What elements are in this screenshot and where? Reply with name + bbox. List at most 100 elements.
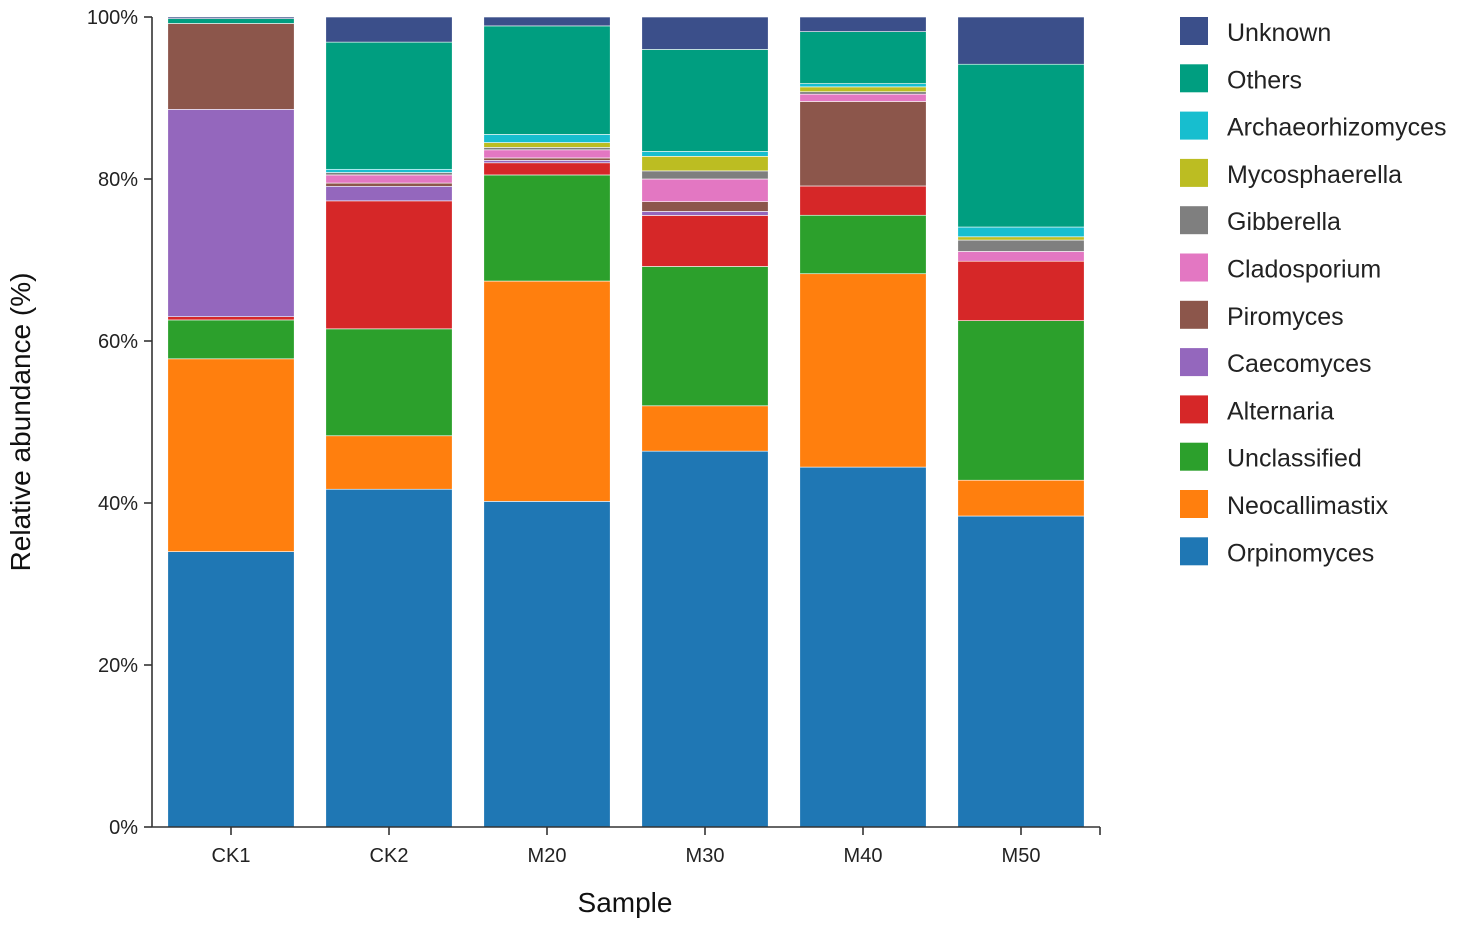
bar-segment-m50-others [957,63,1085,228]
bar-segment-ck2-others [325,41,453,170]
bar-segment-m20-cladosporium [483,149,611,159]
bar-segment-m50-unknown [957,16,1085,65]
legend-item-neocallimastix: Neocallimastix [1180,490,1389,520]
bar-segment-ck1-neocallimastix [167,358,295,552]
bar-segment-m20-orpinomyces [483,501,611,828]
bar-segment-ck1-unknown [167,16,295,19]
legend-swatch [1180,64,1208,93]
bar-segment-m30-caecomyces [641,211,769,216]
legend-item-unknown: Unknown [1180,17,1331,47]
legend-swatch [1180,490,1208,518]
bar-segment-ck1-orpinomyces [167,551,295,828]
bar-stack-m50 [957,16,1085,828]
y-tick-label: 40% [98,493,138,515]
bar-segment-m50-neocallimastix [957,479,1085,517]
legend-swatch [1180,348,1208,377]
bar-segment-m40-piromyces [799,101,927,187]
legend-swatch [1180,442,1208,471]
y-tick-label: 100% [87,7,138,29]
bar-segment-m20-alternaria [483,162,611,176]
x-tick-label-m20: M20 [528,845,567,867]
y-tick-label: 60% [98,331,138,353]
bar-segment-ck2-cladosporium [325,174,453,184]
legend-item-cladosporium: Cladosporium [1180,253,1381,284]
legend-swatch [1180,158,1208,187]
bar-stack-m20 [483,16,611,828]
bar-segment-ck1-alternaria [167,316,295,321]
bar-segment-m40-alternaria [799,185,927,216]
legend-item-mycosphaerella: Mycosphaerella [1180,158,1402,189]
bar-segment-ck2-archaeorhizomyces [325,168,453,173]
bar-segment-m20-neocallimastix [483,280,611,502]
bar-segment-ck2-neocallimastix [325,435,453,490]
bar-segment-ck1-others [167,18,295,24]
y-tick-label: 0% [109,817,138,839]
legend-item-caecomyces: Caecomyces [1180,348,1372,378]
legend-label: Archaeorhizomyces [1227,114,1447,142]
bar-segment-m20-unclassified [483,174,611,282]
legend-swatch [1180,537,1208,566]
bar-segment-m20-archaeorhizomyces [483,134,611,143]
bar-stack-ck1 [167,16,295,828]
bar-segment-m50-gibberella [957,239,1085,252]
bar-segment-ck2-orpinomyces [325,488,453,828]
legend-item-piromyces: Piromyces [1180,300,1344,331]
bar-segment-m20-piromyces [483,157,611,161]
bar-segment-m20-mycosphaerella [483,142,611,148]
legend-item-unclassified: Unclassified [1180,442,1362,473]
bar-stack-m30 [641,16,769,828]
bar-segment-m30-cladosporium [641,178,769,202]
bar-segment-ck1-unclassified [167,319,295,360]
bar-segment-m30-unclassified [641,266,769,407]
x-tick-label-m40: M40 [844,845,883,867]
bar-segment-ck2-unclassified [325,328,453,437]
bar-segment-m40-archaeorhizomyces [799,83,927,88]
bar-segment-m40-mycosphaerella [799,86,927,93]
bar-stack-ck2 [325,16,453,828]
legend-item-archaeorhizomyces: Archaeorhizomyces [1180,111,1447,142]
bar-segment-m50-archaeorhizomyces [957,226,1085,238]
bar-segment-m40-gibberella [799,91,927,95]
legend-item-gibberella: Gibberella [1180,206,1341,236]
bar-segment-m30-neocallimastix [641,405,769,452]
legend-label: Orpinomyces [1227,539,1374,567]
legend-item-others: Others [1180,64,1302,94]
bar-segment-m20-unknown [483,16,611,27]
legend-label: Piromyces [1227,303,1344,331]
bar-segment-m30-unknown [641,16,769,50]
bar-segment-m40-unclassified [799,214,927,275]
bar-segment-m50-alternaria [957,260,1085,321]
legend-label: Caecomyces [1227,350,1372,378]
legend-label: Gibberella [1227,208,1341,236]
bar-segment-m50-cladosporium [957,251,1085,262]
legend: Unknown Others Archaeorhizomyces Mycosphaer… [1180,17,1447,567]
x-axis-title: Sample [578,887,673,918]
legend-item-alternaria: Alternaria [1180,395,1334,425]
y-axis-title: Relative abundance (%) [5,273,36,572]
bar-segment-m50-orpinomyces [957,515,1085,828]
legend-swatch [1180,17,1208,45]
legend-label: Others [1227,66,1302,94]
legend-item-orpinomyces: Orpinomyces [1180,537,1374,567]
legend-swatch [1180,206,1208,235]
bar-segment-m30-mycosphaerella [641,156,769,172]
legend-swatch [1180,253,1208,282]
y-tick-label: 80% [98,169,138,191]
bar-segment-ck1-piromyces [167,23,295,110]
y-axis: 0% 20% 40% 60% 80% 100% [87,7,153,839]
legend-swatch [1180,300,1208,329]
bar-segment-m20-caecomyces [483,160,611,164]
bar-segment-m30-others [641,49,769,152]
bar-segment-ck2-unknown [325,16,453,43]
y-tick-label: 20% [98,655,138,677]
x-tick-label-ck1: CK1 [212,845,251,867]
bar-segment-ck2-alternaria [325,200,453,330]
x-tick-label-m50: M50 [1002,845,1041,867]
bar-segment-ck2-piromyces [325,182,453,187]
x-tick-label-m30: M30 [686,845,725,867]
legend-label: Cladosporium [1227,256,1381,284]
bar-segment-m30-orpinomyces [641,450,769,828]
legend-label: Alternaria [1227,397,1334,425]
bar-segment-m20-others [483,25,611,135]
bar-segment-ck2-caecomyces [325,185,453,202]
